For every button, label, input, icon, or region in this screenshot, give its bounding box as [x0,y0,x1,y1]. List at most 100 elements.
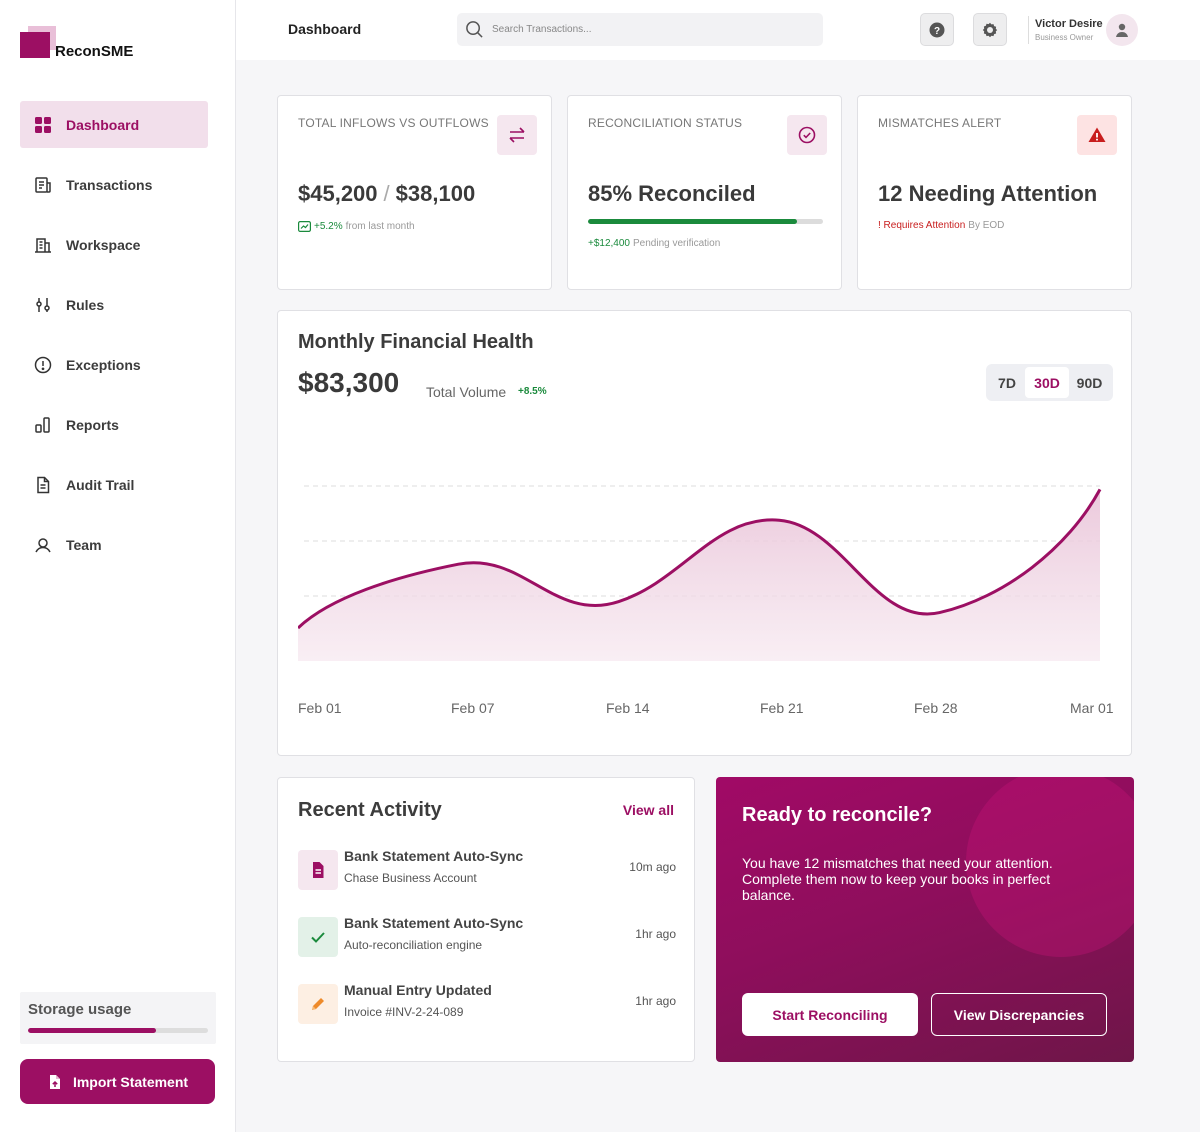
pencil-icon [298,984,338,1024]
search-input[interactable] [492,24,812,35]
top-header: Dashboard ? Victor Desire Business Owner [236,0,1200,60]
storage-bar-fill [28,1028,156,1033]
activity-name: Manual Entry Updated [344,982,492,998]
x-tick-label: Feb 07 [451,700,495,716]
sidebar-item-label: Team [66,536,102,553]
reconciliation-progress-bar [588,219,823,224]
sidebar-item-label: Exceptions [66,356,141,373]
check-icon [298,917,338,957]
activity-name: Bank Statement Auto-Sync [344,848,524,864]
kpi-change-value: +5.2% [314,221,343,232]
building-icon [34,236,52,254]
kpi-value: $45,200/$38,100 [298,181,475,207]
range-7d[interactable]: 7D [998,374,1016,391]
financial-health-card: Monthly Financial Health $83,300 Total V… [277,310,1132,756]
range-90d[interactable]: 90D [1076,374,1103,391]
pending-amount: +$12,400 [588,238,630,249]
user-icon [34,536,52,554]
kpi-value: 85% Reconciled [588,181,756,206]
file-text-icon [298,850,338,890]
start-reconciling-button[interactable]: Start Reconciling [742,993,918,1036]
user-name: Victor Desire [1035,18,1103,30]
pending-text: Pending verification [633,238,721,249]
gear-icon [982,22,998,37]
import-statement-button[interactable]: Import Statement [20,1059,215,1104]
kpi-label: MISMATCHES ALERT [878,116,1002,130]
sidebar-item-team[interactable]: Team [20,521,208,568]
x-tick-label: Feb 28 [914,700,958,716]
storage-usage: Storage usage [20,992,216,1044]
sidebar-item-dashboard[interactable]: Dashboard [20,101,208,148]
transfer-icon [497,115,537,155]
dashboard-grid-icon [34,116,52,134]
settings-button[interactable] [973,13,1007,46]
activity-desc: Chase Business Account [344,871,477,885]
activity-title: Recent Activity [298,799,442,821]
help-button[interactable]: ? [920,13,954,46]
activity-desc: Invoice #INV-2-24-089 [344,1005,464,1019]
activity-item[interactable]: Manual Entry Updated Invoice #INV-2-24-0… [298,982,676,1026]
sidebar: ReconSME Dashboard Transactions Workspac… [0,0,236,1132]
mismatch-note: ! Requires Attention By EOD [878,220,1004,231]
check-circle-icon [787,115,827,155]
user-divider [1028,16,1029,44]
sidebar-item-transactions[interactable]: Transactions [20,161,208,208]
file-upload-icon [49,1074,60,1089]
decorative-circle [966,777,1134,957]
chart-series-line [298,488,1102,630]
outflow-value: $38,100 [395,181,476,206]
sidebar-item-label: Rules [66,296,105,313]
sidebar-item-audit-trail[interactable]: Audit Trail [20,461,208,508]
x-tick-label: Feb 21 [760,700,804,716]
requires-attention-text: ! Requires Attention [878,220,966,231]
bar-chart-icon [34,416,52,434]
sidebar-item-label: Audit Trail [66,476,135,493]
import-statement-label: Import Statement [72,1073,189,1090]
app-logo[interactable]: ReconSME [20,26,134,60]
svg-text:?: ? [934,25,940,36]
activity-item[interactable]: Bank Statement Auto-Sync Auto-reconcilia… [298,915,676,959]
view-discrepancies-button[interactable]: View Discrepancies [931,993,1107,1036]
x-tick-label: Feb 01 [298,700,342,716]
inflow-value: $45,200 [298,181,378,206]
sidebar-nav: Dashboard Transactions Workspace Rules E… [20,101,208,581]
range-30d[interactable]: 30D [1025,367,1069,398]
cta-title: Ready to reconcile? [742,804,933,826]
chart-title: Monthly Financial Health [298,331,534,353]
value-separator: / [383,181,390,206]
kpi-change-text: from last month [345,221,415,232]
kpi-label: RECONCILIATION STATUS [588,116,743,130]
chart-change: +8.5% [518,386,547,397]
activity-name: Bank Statement Auto-Sync [344,915,524,931]
sidebar-item-exceptions[interactable]: Exceptions [20,341,208,388]
sidebar-item-rules[interactable]: Rules [20,281,208,328]
sidebar-item-reports[interactable]: Reports [20,401,208,448]
kpi-card-mismatches: MISMATCHES ALERT 12 Needing Attention ! … [857,95,1132,290]
search-icon [466,21,483,38]
trend-up-icon [298,221,311,232]
kpi-label: TOTAL INFLOWS VS OUTFLOWS [298,116,489,130]
reconciliation-progress-fill [588,219,798,224]
sidebar-item-label: Dashboard [66,116,140,133]
chart-area-fill [298,489,1100,661]
chart-total-label: Total Volume [426,384,507,400]
storage-label: Storage usage [28,1001,132,1018]
range-selector: 7D 30D 90D [986,364,1113,401]
user-role: Business Owner [1035,33,1094,42]
activity-time: 1hr ago [635,994,676,1008]
activity-item[interactable]: Bank Statement Auto-Sync Chase Business … [298,848,676,892]
sidebar-item-label: Workspace [66,236,141,253]
area-chart [298,485,1102,661]
user-avatar-icon [1116,23,1128,37]
view-all-link[interactable]: View all [622,802,674,818]
avatar[interactable] [1106,14,1138,46]
kpi-card-flows: TOTAL INFLOWS VS OUTFLOWS $45,200/$38,10… [277,95,552,290]
kpi-change: +5.2% from last month [298,221,415,232]
sidebar-item-workspace[interactable]: Workspace [20,221,208,268]
app-name: ReconSME [55,43,134,60]
cta-text: You have 12 mismatches that need your at… [742,855,1053,903]
sliders-icon [34,296,52,314]
sidebar-item-label: Reports [66,416,119,433]
help-icon: ? [929,22,945,37]
search-bar[interactable] [457,13,823,46]
